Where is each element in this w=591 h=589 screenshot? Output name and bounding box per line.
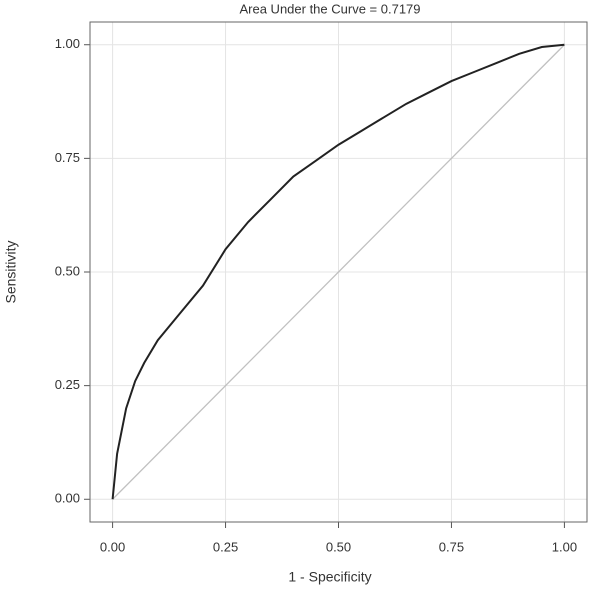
x-tick-label: 0.75 — [439, 539, 464, 554]
chart-title: Area Under the Curve = 0.7179 — [239, 1, 420, 16]
x-tick-label: 1.00 — [552, 539, 577, 554]
y-tick-label: 0.50 — [55, 263, 80, 278]
x-axis-label: 1 - Specificity — [288, 569, 371, 585]
x-tick-label: 0.25 — [213, 539, 238, 554]
plot-frame — [89, 21, 588, 523]
y-tick-label: 1.00 — [55, 36, 80, 51]
y-tick-label: 0.75 — [55, 150, 80, 165]
roc-curve — [111, 43, 565, 500]
x-tick-label: 0.50 — [326, 539, 351, 554]
reference-line — [112, 44, 565, 500]
y-tick-label: 0.00 — [55, 491, 80, 506]
y-axis-label: Sensitivity — [3, 240, 19, 303]
x-tick-label: 0.00 — [100, 539, 125, 554]
y-tick-label: 0.25 — [55, 377, 80, 392]
